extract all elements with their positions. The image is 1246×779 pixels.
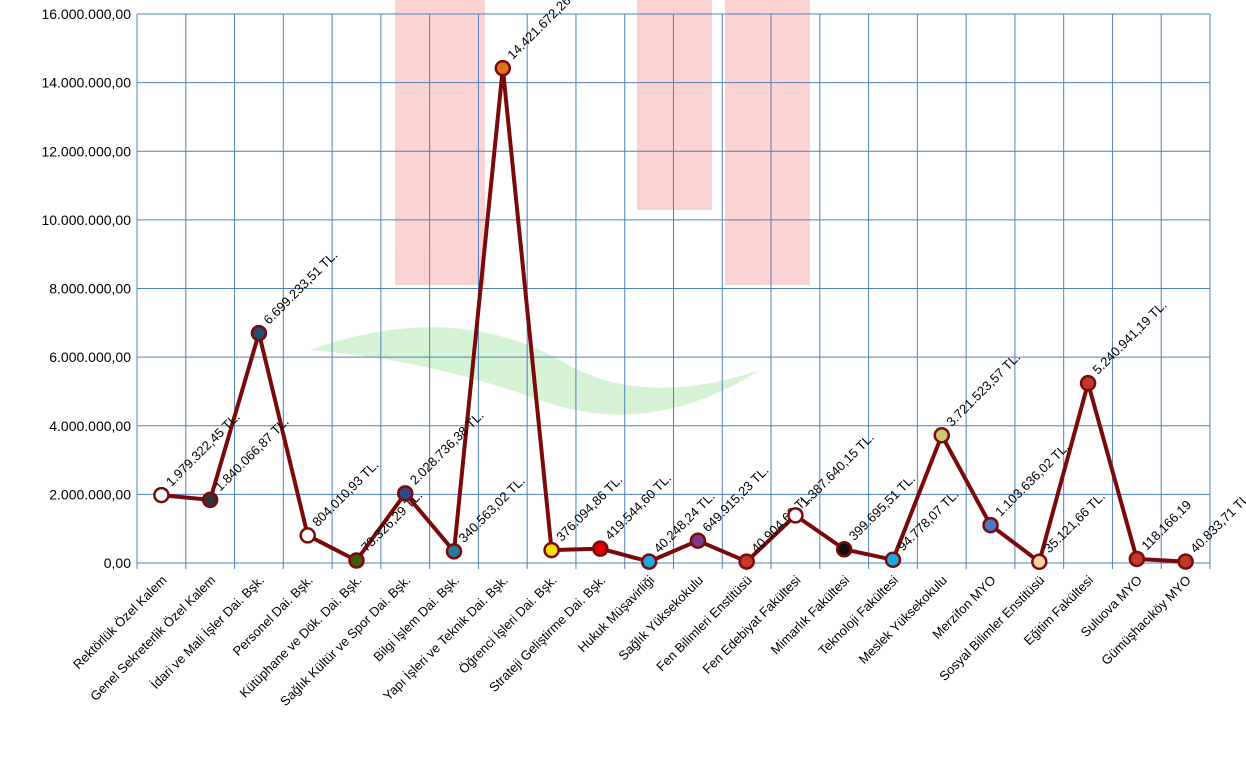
data-point: [1079, 374, 1097, 392]
y-tick-label: 6.000.000,00: [49, 349, 131, 365]
data-point: [153, 486, 170, 504]
data-point: [348, 552, 365, 569]
watermark-bar: [637, 0, 712, 210]
x-tick-label: Fen Edebiyat Fakültesi: [699, 572, 803, 676]
data-point: [1031, 553, 1048, 571]
data-label: 14.421.672,26 TL.: [504, 0, 589, 62]
y-tick-label: 4.000.000,00: [49, 418, 131, 434]
data-point: [738, 553, 755, 570]
data-label: 118.166,19: [1138, 497, 1194, 553]
data-point: [445, 543, 463, 560]
data-label: 73.326,29 TL.: [358, 487, 425, 554]
data-point: [689, 532, 707, 549]
watermark-bar: [395, 0, 485, 285]
data-label: 6.699.233,51 TL.: [260, 247, 340, 327]
x-tick-label: Rektörlük Özel Kalem: [70, 573, 170, 673]
data-point: [640, 553, 658, 570]
data-label: 5.240.941,19 TL.: [1090, 297, 1170, 377]
data-point: [397, 485, 414, 502]
x-tick-label: Fen Bilimleri Enstitüsü: [653, 573, 755, 675]
y-tick-label: 10.000.000,00: [41, 212, 131, 228]
data-point: [250, 324, 268, 342]
y-tick-label: 2.000.000,00: [49, 486, 131, 502]
data-label: 804.010,93 TL.: [309, 457, 381, 529]
y-tick-label: 16.000.000,00: [41, 6, 131, 22]
y-tick-label: 12.000.000,00: [41, 143, 131, 159]
data-point: [835, 541, 853, 558]
y-tick-label: 8.000.000,00: [49, 281, 131, 297]
watermark-bar: [725, 0, 810, 285]
data-point: [787, 507, 804, 524]
data-point: [201, 491, 219, 509]
data-label: 1.387.640,15 TL.: [797, 430, 877, 510]
x-tick-label: Meslek Yüksekokulu: [856, 573, 950, 667]
data-label: 3.721.523,57 TL.: [943, 349, 1023, 429]
data-label: 2.028.736,38 TL.: [407, 408, 487, 488]
data-point: [933, 427, 950, 444]
data-point: [884, 551, 902, 568]
data-point: [592, 540, 609, 557]
data-point: [543, 541, 560, 559]
data-point: [299, 527, 316, 544]
y-tick-label: 14.000.000,00: [41, 75, 131, 91]
x-tick-label: Sağlık Yüksekokulu: [615, 573, 706, 664]
x-tick-label: Gümüşhacıköy MYO: [1098, 573, 1193, 668]
data-point: [1177, 553, 1194, 570]
watermark: [310, 0, 810, 415]
data-point: [1128, 550, 1146, 568]
data-point: [982, 516, 999, 534]
data-label: 94.778,07 TL.: [894, 487, 961, 554]
y-tick-label: 0,00: [104, 555, 131, 571]
x-tick-label: Öğrenci İşleri Dai. Bşk.: [456, 573, 560, 677]
data-label: 340.563,02 TL.: [456, 473, 528, 545]
data-label: 40.833,71 TL.: [1187, 489, 1246, 556]
series-line: [161, 66, 1186, 564]
x-tick-label: Bilgi İşlem Dai. Bşk.: [370, 573, 462, 665]
data-point: [494, 59, 512, 77]
